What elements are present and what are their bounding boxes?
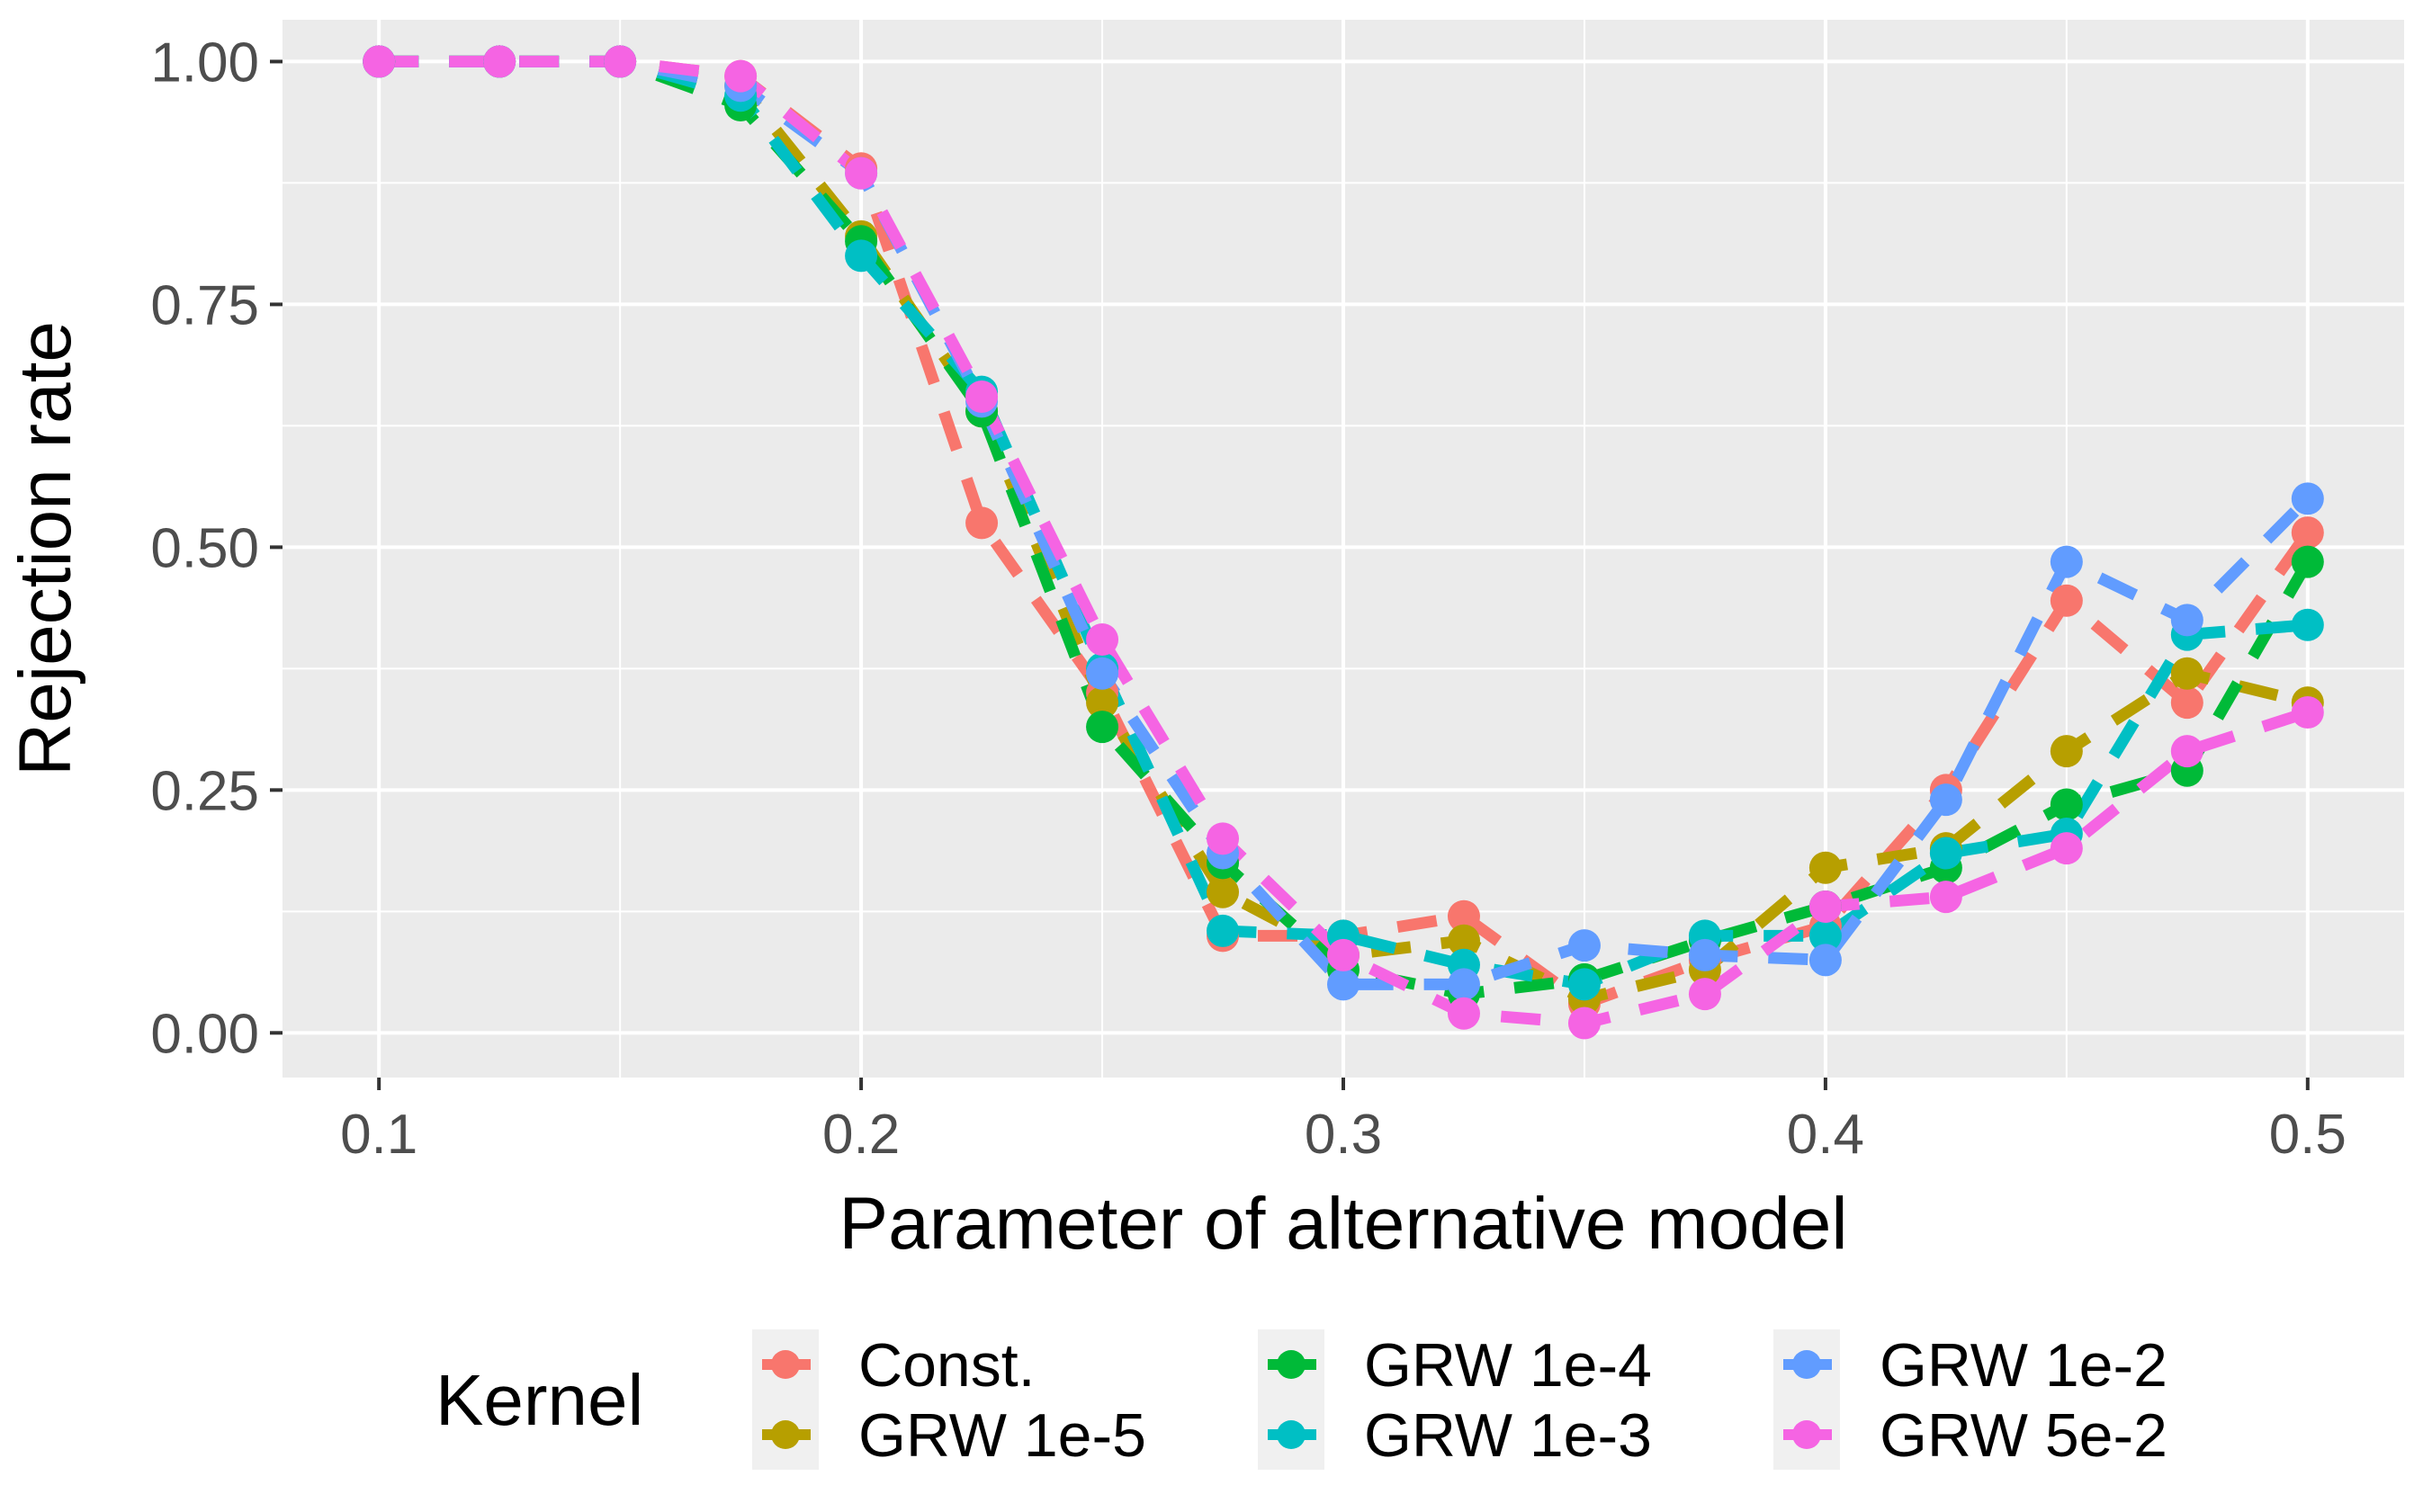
y-axis-tick-labels: 0.00 0.25 0.50 0.75 1.00 (150, 31, 259, 1065)
data-point-Const.-0.325 (1447, 899, 1480, 933)
data-point-GRW 1e-2-0.4 (1808, 944, 1842, 977)
data-point-GRW 1e-5-0.325 (1447, 924, 1480, 957)
x-axis-tick-labels: 0.1 0.2 0.3 0.4 0.5 (340, 1104, 2347, 1166)
data-point-GRW 1e-4-0.45 (2050, 788, 2083, 821)
x-tick-label: 0.3 (1305, 1104, 1382, 1166)
legend-label: GRW 1e-3 (1364, 1401, 1652, 1470)
data-point-GRW 1e-3-0.4 (1808, 919, 1842, 953)
legend-entry-GRW 5e-2: GRW 5e-2 (1773, 1400, 2167, 1470)
data-point-GRW 1e-2-0.35 (1567, 929, 1601, 962)
data-point-Const.-0.225 (965, 506, 999, 540)
data-point-GRW 5e-2-0.175 (724, 59, 758, 93)
legend-title: Kernel (435, 1360, 643, 1440)
data-point-GRW 1e-2-0.475 (2170, 604, 2203, 637)
y-tick-label: 0.00 (150, 1003, 259, 1065)
data-point-GRW 1e-3-0.35 (1567, 968, 1601, 1001)
y-axis-ticks (270, 59, 283, 1035)
data-point-GRW 1e-4-0.25 (1086, 711, 1119, 744)
data-point-GRW 1e-5-0.475 (2170, 657, 2203, 690)
x-tick-label: 0.2 (822, 1104, 900, 1166)
x-axis-ticks (377, 1078, 2310, 1090)
legend-entry-GRW 1e-3: GRW 1e-3 (1258, 1400, 1652, 1470)
data-point-GRW 1e-5-0.25 (1086, 686, 1119, 720)
data-point-GRW 1e-3-0.2 (845, 239, 878, 273)
data-point-GRW 1e-2-0.375 (1688, 938, 1721, 971)
legend-key-dot (1792, 1420, 1821, 1449)
data-point-GRW 5e-2-0.35 (1567, 1007, 1601, 1040)
data-point-GRW 1e-3-0.5 (2291, 608, 2324, 641)
data-point-GRW 1e-5-0.45 (2050, 735, 2083, 768)
major-gridlines (283, 20, 2404, 1078)
series-points-GRW 5e-2 (363, 45, 2324, 1040)
data-point-GRW 5e-2-0.45 (2050, 832, 2083, 865)
legend-entry-GRW 1e-2: GRW 1e-2 (1773, 1329, 2167, 1400)
legend-entry-GRW 1e-4: GRW 1e-4 (1258, 1329, 1652, 1400)
data-point-GRW 1e-2-0.425 (1929, 783, 1962, 817)
data-point-GRW 5e-2-0.5 (2291, 695, 2324, 729)
data-point-GRW 1e-2-0.5 (2291, 482, 2324, 515)
data-point-GRW 5e-2-0.15 (604, 45, 637, 78)
data-point-GRW 5e-2-0.2 (845, 157, 878, 190)
data-point-GRW 5e-2-0.275 (1207, 822, 1240, 855)
legend-key-dot (1277, 1420, 1306, 1449)
y-tick-label: 0.25 (150, 760, 259, 822)
series-line-GRW 1e-3 (379, 55, 2309, 991)
legend-entry-GRW 1e-5: GRW 1e-5 (752, 1400, 1146, 1470)
data-point-GRW 1e-5-0.275 (1207, 875, 1240, 908)
data-point-GRW 5e-2-0.325 (1447, 997, 1480, 1030)
data-point-GRW 5e-2-0.4 (1808, 890, 1842, 923)
data-point-GRW 1e-3-0.425 (1929, 837, 1962, 870)
data-point-GRW 5e-2-0.475 (2170, 735, 2203, 768)
data-point-GRW 5e-2-0.125 (483, 45, 516, 78)
data-point-GRW 1e-3-0.275 (1207, 914, 1240, 947)
legend-key-dot (1277, 1350, 1306, 1379)
data-point-GRW 1e-4-0.5 (2291, 545, 2324, 578)
y-axis-title: Rejection rate (4, 321, 86, 776)
data-point-GRW 1e-2-0.45 (2050, 545, 2083, 578)
y-tick-label: 0.50 (150, 517, 259, 579)
data-point-Const.-0.5 (2291, 516, 2324, 550)
data-point-GRW 5e-2-0.425 (1929, 881, 1962, 914)
data-point-GRW 5e-2-0.1 (363, 45, 396, 78)
data-point-Const.-0.45 (2050, 584, 2083, 617)
legend-label: Const. (858, 1331, 1036, 1400)
x-tick-label: 0.4 (1787, 1104, 1864, 1166)
legend-entry-Const.: Const. (752, 1329, 1036, 1400)
data-point-GRW 5e-2-0.375 (1688, 978, 1721, 1011)
data-point-GRW 5e-2-0.225 (965, 380, 999, 413)
legend-label: GRW 1e-5 (858, 1401, 1146, 1470)
series-points (363, 45, 2324, 1040)
data-point-GRW 5e-2-0.25 (1086, 622, 1119, 656)
data-point-GRW 1e-2-0.25 (1086, 657, 1119, 690)
data-point-GRW 1e-2-0.3 (1327, 968, 1360, 1001)
legend-label: GRW 5e-2 (1880, 1401, 2167, 1470)
x-axis-title: Parameter of alternative model (839, 1183, 1847, 1265)
legend-key-dot (1792, 1350, 1821, 1379)
data-point-GRW 1e-5-0.4 (1808, 851, 1842, 884)
legend-label: GRW 1e-2 (1880, 1331, 2167, 1400)
y-tick-label: 0.75 (150, 274, 259, 336)
data-point-GRW 5e-2-0.3 (1327, 938, 1360, 971)
x-tick-label: 0.1 (340, 1104, 417, 1166)
legend-label: GRW 1e-4 (1364, 1331, 1652, 1400)
data-point-Const.-0.475 (2170, 686, 2203, 720)
y-tick-label: 1.00 (150, 31, 259, 94)
data-point-GRW 1e-2-0.325 (1447, 968, 1480, 1001)
legend-key-dot (771, 1350, 800, 1379)
legend-key-dot (771, 1420, 800, 1449)
x-tick-label: 0.5 (2269, 1104, 2347, 1166)
